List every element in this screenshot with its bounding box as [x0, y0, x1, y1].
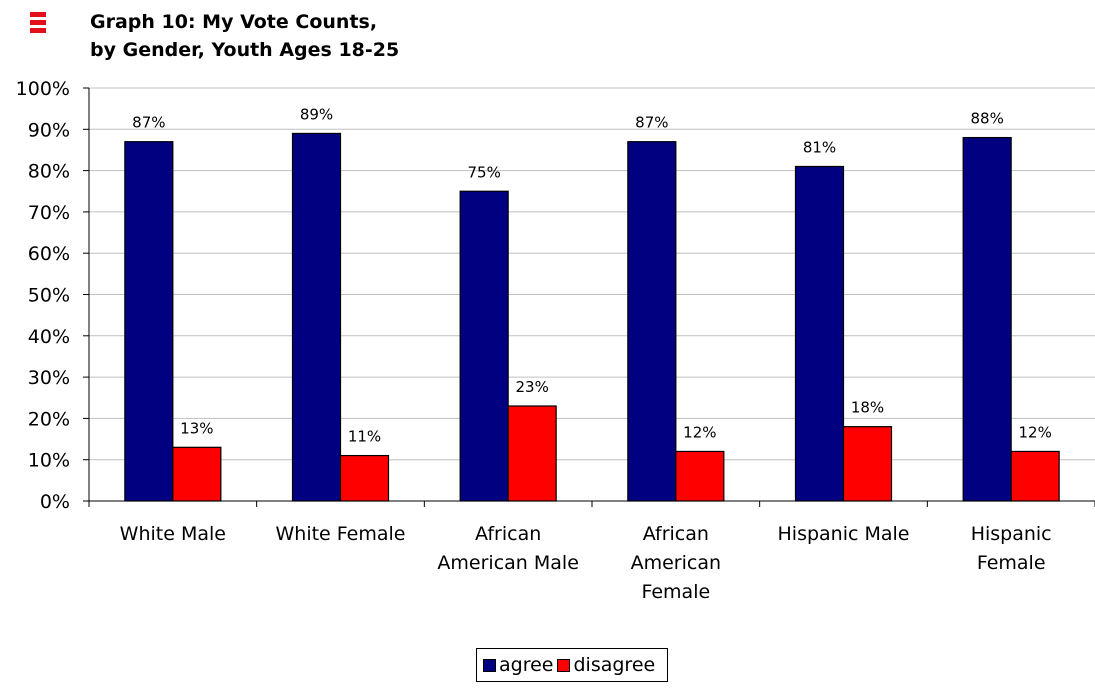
legend-item-disagree: disagree — [557, 654, 655, 676]
bar-agree — [459, 190, 509, 502]
y-tick-label: 100% — [16, 78, 70, 100]
x-tick-label: American — [631, 552, 721, 574]
chart-title-line-1: Graph 10: My Vote Counts, — [90, 11, 378, 33]
bar-disagree — [507, 405, 557, 502]
data-label-disagree: 12% — [1018, 423, 1051, 441]
data-label-disagree: 11% — [348, 428, 381, 446]
chart-title: Graph 10: My Vote Counts, by Gender, You… — [90, 8, 399, 64]
x-tick-label: White Male — [120, 523, 226, 545]
data-label-agree: 75% — [467, 163, 500, 181]
bar-disagree — [675, 450, 725, 502]
legend-item-agree: agree — [483, 654, 553, 676]
legend: agree disagree — [476, 648, 669, 682]
y-tick-label: 50% — [28, 285, 70, 307]
y-tick-label: 30% — [28, 367, 70, 389]
legend-label-disagree: disagree — [573, 654, 656, 676]
bar-agree — [962, 136, 1012, 502]
x-tick-label: African — [475, 523, 541, 545]
legend-swatch-agree — [483, 658, 496, 672]
chart-title-line-2: by Gender, Youth Ages 18-25 — [90, 39, 400, 61]
bar-agree — [124, 141, 174, 502]
y-tick-label: 10% — [28, 450, 70, 472]
data-label-disagree: 18% — [851, 399, 884, 417]
bar-disagree — [1010, 450, 1060, 502]
bar-agree — [291, 132, 342, 502]
y-tick-label: 20% — [28, 408, 70, 430]
x-tick-label: American Male — [437, 552, 578, 574]
data-label-disagree: 12% — [683, 423, 716, 441]
data-label-agree: 87% — [635, 114, 668, 132]
bar-chart: 0% 10% 20% 30% 40% 50% 60% 70% 80% 90% 100% 87% 13% W… — [16, 78, 1095, 603]
list-icon — [30, 12, 46, 34]
data-label-agree: 87% — [132, 114, 165, 132]
y-tick-label: 80% — [28, 161, 70, 183]
x-tick-label: Female — [977, 552, 1046, 574]
y-tick-label: 90% — [28, 119, 70, 141]
bar-disagree — [339, 454, 390, 502]
data-label-disagree: 23% — [515, 378, 548, 396]
data-label-disagree: 13% — [180, 419, 213, 437]
data-label-agree: 89% — [300, 105, 333, 123]
bar-agree — [627, 141, 677, 502]
legend-label-agree: agree — [499, 654, 554, 676]
x-tick-label: White Female — [276, 523, 406, 545]
bar-agree — [794, 165, 845, 502]
data-label-agree: 88% — [970, 110, 1003, 128]
legend-swatch-disagree — [557, 658, 571, 672]
x-tick-label: Hispanic Male — [778, 523, 910, 545]
bar-disagree — [842, 426, 893, 502]
x-tick-label: Hispanic — [971, 523, 1052, 545]
x-tick-label: African — [643, 523, 709, 545]
data-label-agree: 81% — [803, 138, 836, 156]
y-tick-label: 70% — [28, 202, 70, 224]
y-tick-label: 0% — [40, 491, 70, 513]
y-tick-label: 40% — [28, 326, 70, 348]
y-tick-label: 60% — [28, 243, 70, 265]
x-tick-label: Female — [641, 581, 710, 603]
bar-disagree — [172, 446, 222, 502]
